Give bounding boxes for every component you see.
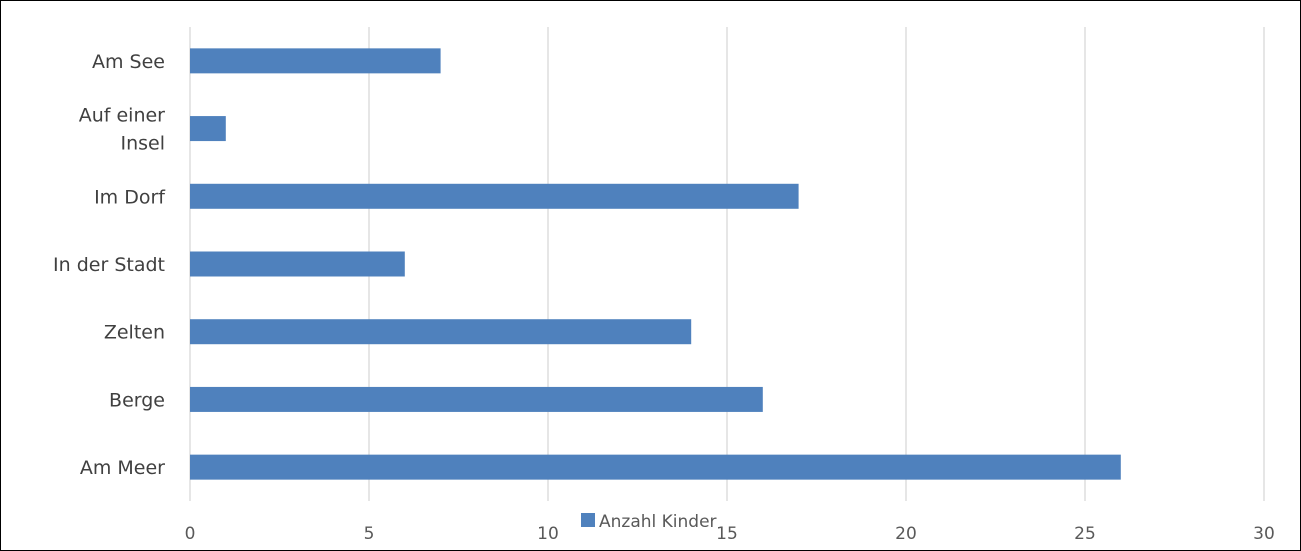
bars (190, 48, 1121, 480)
x-tick-label: 15 (716, 524, 738, 544)
bar-in-der-stadt (190, 251, 405, 277)
gridlines (189, 27, 1265, 501)
x-tick-label: 20 (895, 524, 917, 544)
category-labels: Am See Auf einer Insel Im Dorf In der Stadt Z… (53, 51, 166, 479)
bar-zelten (190, 319, 692, 345)
bar-am-meer (190, 454, 1121, 480)
category-label: Auf einer Insel (79, 105, 165, 155)
category-label: Zelten (104, 322, 165, 344)
bar-auf-einer-insel (190, 116, 226, 142)
category-label: Berge (109, 389, 165, 411)
bar-im-dorf (190, 183, 799, 209)
category-label: Am Meer (80, 457, 165, 479)
x-tick-label: 0 (185, 524, 196, 544)
legend-swatch (581, 513, 595, 527)
bar-berge (190, 386, 763, 412)
category-label: In der Stadt (53, 254, 165, 276)
legend: Anzahl Kinder (581, 512, 717, 532)
x-tick-label: 10 (537, 524, 559, 544)
category-label: Am See (92, 51, 165, 73)
x-tick-label: 30 (1253, 524, 1275, 544)
bar-am-see (190, 48, 441, 74)
x-tick-labels: 0 5 10 15 20 25 30 (185, 524, 1275, 544)
x-tick-label: 5 (364, 524, 375, 544)
category-label: Im Dorf (94, 186, 166, 208)
x-tick-label: 25 (1074, 524, 1096, 544)
legend-label: Anzahl Kinder (599, 512, 717, 532)
